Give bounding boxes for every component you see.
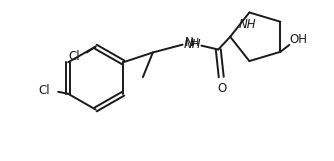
Text: Cl: Cl — [39, 84, 50, 97]
Text: N: N — [185, 36, 193, 49]
Text: OH: OH — [289, 33, 307, 47]
Text: Cl: Cl — [68, 50, 80, 63]
Text: NH: NH — [238, 18, 256, 31]
Text: NH: NH — [184, 38, 201, 51]
Text: H: H — [190, 38, 199, 48]
Text: O: O — [218, 82, 227, 95]
